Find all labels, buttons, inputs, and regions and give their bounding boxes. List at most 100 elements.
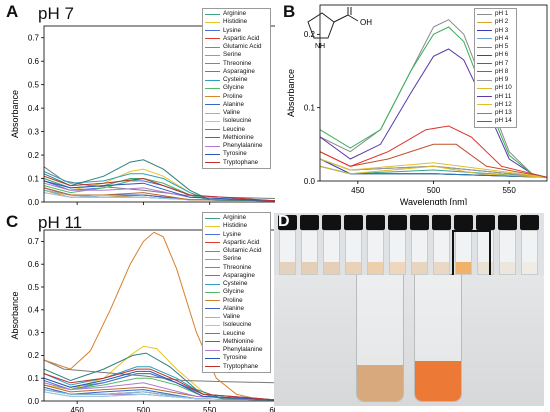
series-line-ph-12 <box>319 158 548 178</box>
chart-a: 4505005506000.00.10.20.30.40.50.60.7Wave… <box>10 25 275 205</box>
legend-item: Serine <box>205 255 267 263</box>
legend-item: pH 6 <box>477 51 513 59</box>
legend-swatch <box>205 300 220 302</box>
panel-letter-c: C <box>6 212 19 231</box>
vial <box>366 215 385 275</box>
legend-label: pH 14 <box>495 117 512 125</box>
legend-item: Phenylalanine <box>205 346 267 354</box>
legend-swatch <box>477 13 492 15</box>
y-axis-label: Absorbance <box>10 90 20 138</box>
legend-item: pH 1 <box>477 10 513 18</box>
legend-label: Methionine <box>223 337 254 345</box>
y-tick-label: 0.1 <box>28 374 40 383</box>
legend-swatch <box>205 46 220 48</box>
vial-row <box>274 213 544 275</box>
legend-swatch <box>205 79 220 81</box>
legend-swatch <box>205 316 220 318</box>
legend-item: Proline <box>205 297 267 305</box>
y-axis-label: Absorbance <box>10 291 20 339</box>
x-axis-label: Wavelength [nm] <box>400 197 467 205</box>
series-line-proline <box>43 231 275 401</box>
legend-item: Tryptophane <box>205 159 267 167</box>
x-tick-label: 600 <box>269 406 275 412</box>
y-axis-label: Absorbance <box>286 69 296 117</box>
legend-swatch <box>205 137 220 139</box>
vial <box>410 215 429 275</box>
legend-swatch <box>205 250 220 252</box>
legend-item: pH 7 <box>477 60 513 68</box>
y-tick-label: 0.7 <box>28 237 40 246</box>
vial <box>454 215 473 275</box>
legend-item: pH 13 <box>477 109 513 117</box>
legend-swatch <box>205 38 220 40</box>
legend-item: Glycine <box>205 288 267 296</box>
legend-label: Asparagine <box>223 67 255 75</box>
series-line-asparagine <box>43 359 275 384</box>
legend-label: pH 2 <box>495 18 509 26</box>
y-tick-label: 0.0 <box>28 397 40 406</box>
legend-b: pH 1 pH 2 pH 3 pH 4 pH 5 pH 6 pH 7 pH 8 pH 9 pH 1… <box>474 8 517 128</box>
legend-item: Proline <box>205 93 267 101</box>
series-line-ph-13 <box>319 26 548 178</box>
legend-swatch <box>205 120 220 122</box>
legend-label: Asparagine <box>223 271 255 279</box>
y-tick-label: 0.1 <box>304 103 316 112</box>
proline-structure: OH NH <box>307 7 372 50</box>
legend-item: pH 5 <box>477 43 513 51</box>
legend-label: Glycine <box>223 84 244 92</box>
legend-item: Lysine <box>205 27 267 35</box>
legend-item: Tryptophane <box>205 363 267 371</box>
legend-item: Asparagine <box>205 68 267 76</box>
molecule-nh-label: NH <box>315 43 325 50</box>
y-tick-label: 0.5 <box>28 283 40 292</box>
legend-label: Methionine <box>223 133 254 141</box>
legend-label: Tyrosine <box>223 354 247 362</box>
plot-frame <box>43 229 275 402</box>
legend-item: Leucine <box>205 330 267 338</box>
legend-swatch <box>477 46 492 48</box>
legend-label: pH 8 <box>495 67 509 75</box>
legend-swatch <box>205 129 220 131</box>
legend-item: Cysteine <box>205 76 267 84</box>
legend-swatch <box>205 63 220 65</box>
legend-item: Isoleucine <box>205 321 267 329</box>
legend-label: pH 13 <box>495 109 512 117</box>
y-tick-label: 0.5 <box>28 80 40 89</box>
legend-label: Cysteine <box>223 280 248 288</box>
legend-swatch <box>205 104 220 106</box>
legend-item: Histidine <box>205 18 267 26</box>
vials-photo: D <box>274 213 544 406</box>
legend-item: pH 3 <box>477 27 513 35</box>
legend-a: Arginine Histidine Lysine Aspartic Acid Glut… <box>202 8 271 169</box>
legend-label: Lysine <box>223 26 241 34</box>
legend-label: Glutamic Acid <box>223 43 262 51</box>
vial <box>388 215 407 275</box>
legend-label: Histidine <box>223 18 248 26</box>
legend-item: pH 10 <box>477 84 513 92</box>
legend-item: Alanine <box>205 101 267 109</box>
vial <box>322 215 341 275</box>
panel-c-title: pH 11 <box>38 213 83 232</box>
legend-swatch <box>205 96 220 98</box>
legend-item: Cysteine <box>205 280 267 288</box>
legend-swatch <box>205 349 220 351</box>
legend-label: Tryptophane <box>223 362 259 370</box>
legend-swatch <box>205 112 220 114</box>
y-tick-label: 0.1 <box>28 174 40 183</box>
legend-swatch <box>205 333 220 335</box>
legend-label: pH 10 <box>495 84 512 92</box>
legend-label: Aspartic Acid <box>223 34 260 42</box>
legend-label: Threonine <box>223 263 252 271</box>
legend-swatch <box>477 79 492 81</box>
legend-item: Asparagine <box>205 272 267 280</box>
legend-label: Phenylalanine <box>223 142 263 150</box>
legend-item: Threonine <box>205 264 267 272</box>
legend-c: Arginine Histidine Lysine Aspartic Acid Glut… <box>202 212 271 373</box>
y-tick-label: 0.4 <box>28 306 40 315</box>
series-line-ph-10 <box>319 165 548 178</box>
series-line-methionine <box>43 159 275 202</box>
legend-swatch <box>205 324 220 326</box>
series-line-leucine <box>43 187 275 202</box>
molecule-oh-label: OH <box>360 18 372 27</box>
legend-item: pH 12 <box>477 101 513 109</box>
